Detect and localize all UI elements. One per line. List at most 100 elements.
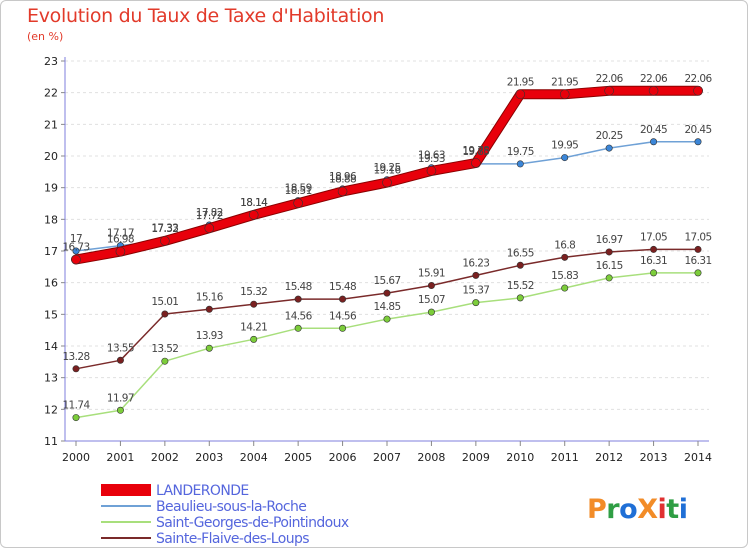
data-point [339,324,347,332]
data-label: 15.37 [462,285,489,297]
x-tick-label: 2014 [684,451,712,464]
data-label: 19.16 [373,165,401,177]
y-tick-label: 16 [44,277,58,290]
data-label: 15.32 [240,286,267,298]
legend-label: Saint-Georges-de-Pointindoux [156,515,349,531]
data-point [383,315,391,323]
data-label: 13.52 [151,343,178,355]
logo-letter: t [666,494,679,525]
data-point [605,248,613,256]
data-point [250,300,258,308]
data-label: 19.25 [373,162,400,174]
data-label: 14.21 [240,321,267,333]
y-tick-label: 12 [44,403,58,416]
data-label: 16.98 [107,234,134,246]
data-label: 16.31 [684,255,711,267]
data-label: 16.15 [596,260,623,272]
logo-letter: o [619,494,637,525]
data-point [472,271,480,279]
data-point [650,269,658,277]
x-tick-label: 2011 [551,451,579,464]
data-point [248,210,259,220]
data-label: 18.14 [240,197,268,209]
data-point [559,89,570,100]
data-point [72,247,80,255]
data-point [650,245,658,253]
y-tick-label: 17 [44,245,58,258]
data-point [116,356,124,364]
data-label: 15.67 [373,275,400,287]
data-point [561,284,569,292]
x-tick-label: 2001 [106,451,134,464]
data-label: 14.56 [329,310,357,322]
data-point [693,85,703,96]
data-point [605,144,613,152]
data-label: 21.95 [551,76,578,88]
data-point [694,269,702,277]
data-label: 22.06 [640,73,668,85]
data-point [337,186,348,197]
data-label: 19.85 [462,146,489,158]
data-point [205,305,213,313]
data-point [205,344,213,352]
data-label: 11.74 [62,400,90,412]
y-tick-label: 20 [44,150,58,163]
data-labels-2: 11.74 11.97 13.52 13.93 14.21 14.56 14.56 14.85… [62,255,712,412]
logo-letter: X [637,494,658,525]
data-point [116,406,124,414]
data-label: 17.17 [107,228,134,240]
data-point [293,198,303,208]
data-label: 17.72 [196,210,223,222]
data-label: 16.31 [640,255,667,267]
data-label: 17.05 [684,231,711,243]
data-point [650,138,658,146]
y-tick-label: 13 [44,372,58,385]
data-label: 15.07 [418,294,445,306]
logo-letter: r [606,494,620,525]
logo-letter: P [587,494,606,525]
y-tick-label: 11 [44,435,58,448]
x-tick-label: 2013 [640,451,668,464]
data-point [427,308,435,316]
data-point [161,310,169,318]
data-label: 18.59 [285,183,312,195]
data-label: 17.33 [151,223,178,235]
data-label: 18.88 [329,173,356,185]
x-tick-label: 2002 [151,451,179,464]
x-tick-label: 2007 [373,451,401,464]
data-point [161,357,169,365]
legend-label: Beaulieu-sous-la-Roche [156,499,306,515]
data-label: 16.23 [462,257,489,269]
data-point [648,85,659,96]
data-label: 13.93 [196,330,223,342]
y-tick-label: 18 [44,213,58,226]
data-point [516,261,524,269]
data-point [515,89,526,100]
y-tick-label: 19 [44,182,58,195]
x-tick-label: 2000 [62,451,90,464]
legend: LANDERONDEBeaulieu-sous-la-RocheSaint-Ge… [101,483,349,547]
data-label: 13.28 [62,351,89,363]
data-label: 19.63 [418,150,445,162]
data-point [604,85,614,96]
data-label: 18.96 [329,171,357,183]
y-tick-label: 14 [44,340,58,353]
legend-label: Sainte-Flaive-des-Loups [156,531,309,547]
x-tick-label: 2003 [195,451,223,464]
data-label: 16.55 [507,247,534,259]
data-label: 20.45 [684,124,711,136]
legend-label: LANDERONDE [156,483,249,499]
data-label: 17.32 [151,223,178,235]
y-tick-label: 15 [44,308,58,321]
data-point [72,414,80,422]
data-label: 18.51 [285,185,312,197]
data-label: 15.83 [551,270,578,282]
x-tick-label: 2006 [329,451,357,464]
data-labels-3: 13.28 13.55 15.01 15.16 15.32 15.48 15.48 15.67… [62,231,712,363]
y-tick-label: 23 [44,55,58,68]
data-label: 15.48 [285,281,312,293]
chart-title: Evolution du Taux de Taxe d'Habitation [27,5,385,27]
data-label: 16.73 [62,242,89,254]
x-tick-label: 2010 [506,451,534,464]
